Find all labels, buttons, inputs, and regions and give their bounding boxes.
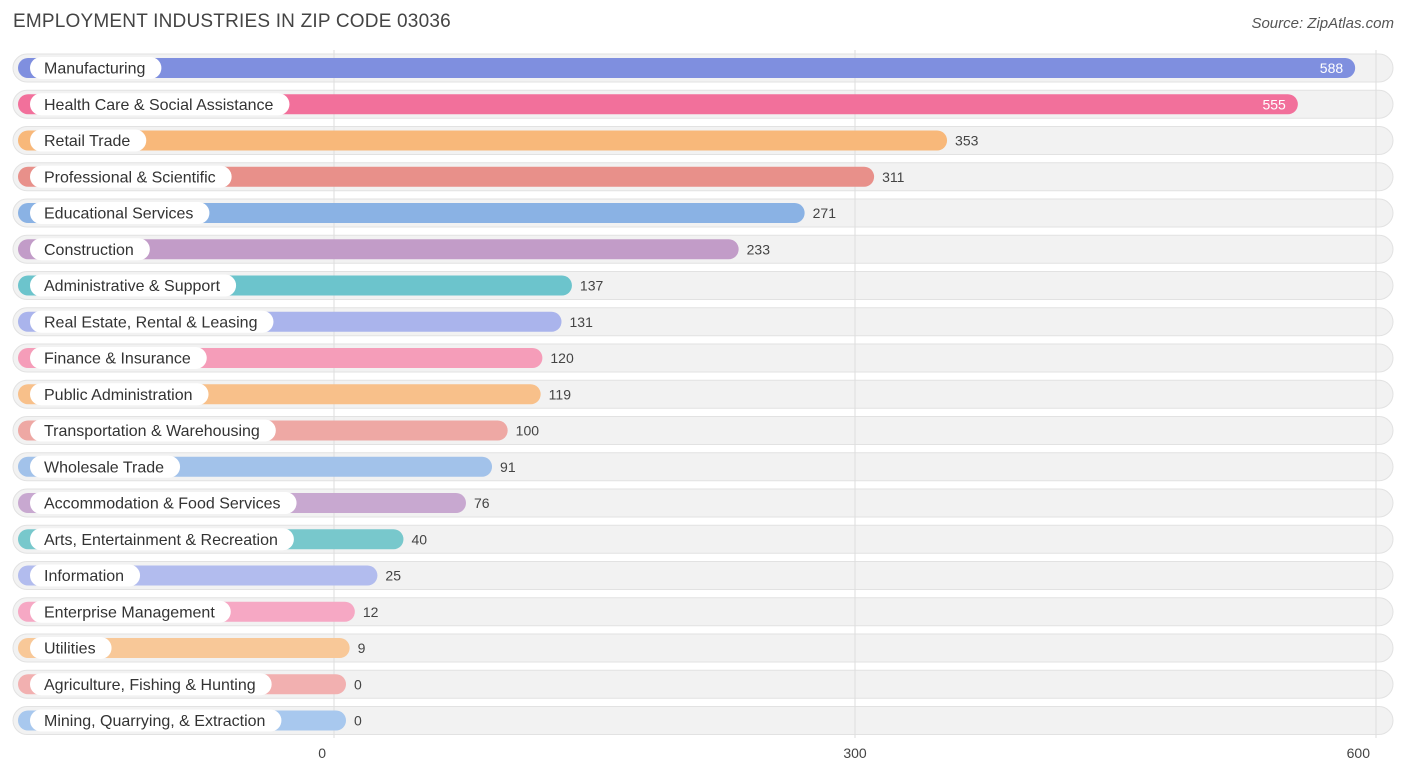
value-label: 40 [411, 531, 427, 547]
value-label: 119 [549, 386, 572, 402]
category-label-pill [30, 419, 276, 442]
category-label-pill [30, 93, 290, 116]
value-label: 353 [955, 133, 979, 149]
category-label: Utilities [44, 641, 96, 658]
category-label-pill [30, 383, 209, 406]
value-label: 131 [570, 314, 594, 330]
bar-retail-trade [18, 130, 948, 151]
category-label: Transportation & Warehousing [44, 423, 260, 440]
category-label-pill [30, 310, 274, 333]
category-label-pill [30, 600, 231, 623]
category-label-pill [30, 492, 297, 514]
category-label: Mining, Quarrying, & Extraction [44, 713, 265, 730]
category-label-pill [30, 129, 147, 152]
chart-title: EMPLOYMENT INDUSTRIES IN ZIP CODE 03036 [13, 11, 451, 32]
category-label: Real Estate, Rental & Leasing [44, 314, 257, 331]
bar-construction [18, 239, 739, 260]
category-label: Agriculture, Fishing & Hunting [44, 677, 256, 694]
category-label: Educational Services [44, 206, 193, 223]
bar-educational-services [18, 203, 805, 223]
category-label-pill [30, 528, 294, 551]
category-label: Construction [44, 242, 134, 259]
category-label-pill [30, 274, 237, 297]
row-track [12, 633, 1394, 663]
category-label: Health Care & Social Assistance [44, 97, 274, 114]
x-tick-label: 300 [843, 745, 867, 761]
chart-source: Source: ZipAtlas.com [1251, 15, 1394, 32]
category-label: Manufacturing [44, 61, 145, 78]
value-label: 555 [1262, 96, 1286, 112]
category-label-pill [30, 165, 232, 188]
category-label-pill [30, 347, 207, 369]
value-label: 9 [358, 640, 366, 656]
category-label: Retail Trade [44, 133, 130, 150]
value-label: 25 [385, 568, 401, 584]
category-label-pill [30, 238, 150, 261]
value-label: 12 [363, 604, 379, 620]
x-tick-label: 600 [1347, 745, 1371, 761]
category-label-pill [30, 637, 112, 659]
value-label: 137 [580, 278, 604, 294]
category-label: Enterprise Management [44, 604, 215, 621]
value-label: 76 [474, 495, 490, 511]
row-track [12, 597, 1394, 627]
category-label-pill [30, 673, 272, 696]
value-label: 271 [813, 205, 837, 221]
category-label: Information [44, 568, 124, 585]
value-label: 0 [354, 676, 362, 692]
value-label: 233 [747, 241, 771, 257]
category-label-pill [30, 564, 141, 587]
category-label: Wholesale Trade [44, 459, 164, 476]
bar-manufacturing [18, 58, 1356, 78]
x-tick-label: 0 [318, 745, 326, 761]
category-label-pill [30, 709, 282, 732]
category-label-pill [30, 57, 162, 79]
category-label: Accommodation & Food Services [44, 496, 281, 513]
value-label: 91 [500, 459, 516, 475]
category-label: Finance & Insurance [44, 351, 191, 368]
row-track [12, 706, 1394, 735]
value-label: 311 [882, 169, 905, 185]
category-label: Public Administration [44, 387, 193, 404]
category-label: Professional & Scientific [44, 169, 216, 186]
category-label: Arts, Entertainment & Recreation [44, 532, 278, 549]
value-label: 100 [516, 423, 540, 439]
bar-professional-scientific [18, 166, 875, 187]
value-label: 0 [354, 713, 362, 729]
row-track [12, 669, 1394, 699]
category-label: Administrative & Support [44, 278, 221, 295]
bar-health-care-social-assistance [18, 94, 1298, 115]
value-label: 120 [550, 350, 574, 366]
value-label: 588 [1320, 60, 1344, 76]
category-label-pill [30, 455, 181, 478]
category-label-pill [30, 202, 210, 224]
